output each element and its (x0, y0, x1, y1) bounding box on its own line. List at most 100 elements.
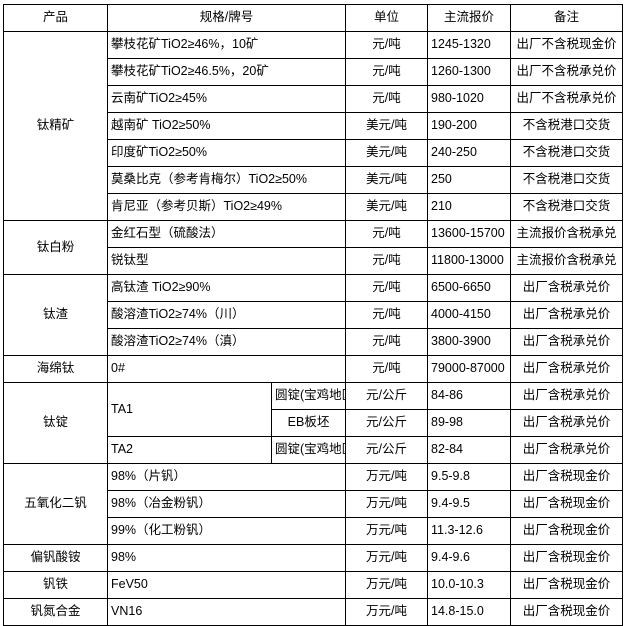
spec-cell: 金红石型（硫酸法） (106, 220, 347, 248)
unit-cell: 元/吨 (345, 274, 429, 302)
remark-cell: 出厂不含税承兑价 (510, 85, 624, 113)
category-cell: 钛精矿 (3, 31, 108, 221)
table-row: 99%（化工粉钒） 万元/吨 11.3-12.6 出厂含税现金价 (4, 517, 624, 545)
remark-cell: 出厂含税承兑价 (510, 382, 624, 410)
remark-cell: 出厂含税现金价 (510, 517, 624, 545)
unit-cell: 元/公斤 (345, 409, 429, 437)
unit-cell: 美元/吨 (345, 112, 429, 140)
price-cell: 6500-6650 (427, 274, 512, 302)
price-cell: 210 (427, 193, 512, 221)
table-row: 五氧化二钒 98%（片钒） 万元/吨 9.5-9.8 出厂含税现金价 (3, 463, 624, 545)
spec-cell: 莫桑比克（参考肯梅尔）TiO2≥50% (106, 166, 347, 194)
remark-cell: 出厂不含税现金价 (510, 31, 624, 59)
price-cell: 190-200 (427, 112, 512, 140)
price-cell: 250 (427, 166, 512, 194)
unit-cell: 美元/吨 (345, 193, 429, 221)
price-cell: 4000-4150 (427, 301, 512, 329)
price-cell: 82-84 (427, 436, 512, 464)
unit-cell: 元/公斤 (345, 436, 429, 464)
table-row: 钛白粉 金红石型（硫酸法） 元/吨 13600-15700 主流报价含税承兑 (3, 220, 624, 275)
remark-cell: 出厂含税承兑价 (510, 355, 624, 383)
table-row: 偏钒酸铵 98% 万元/吨 9.4-9.6 出厂含税现金价 (3, 544, 624, 572)
spec-cell: 99%（化工粉钒） (106, 517, 347, 545)
unit-cell: 元/吨 (345, 58, 429, 86)
table-row: 酸溶渣TiO2≥74%（川） 元/吨 4000-4150 出厂含税承兑价 (4, 301, 624, 329)
unit-cell: 元/吨 (345, 301, 429, 329)
table-row: 莫桑比克（参考肯梅尔）TiO2≥50% 美元/吨 250 不含税港口交货 (4, 166, 624, 194)
price-cell: 9.4-9.5 (427, 490, 512, 518)
remark-cell: 出厂含税现金价 (510, 463, 624, 491)
remark-cell: 出厂含税现金价 (510, 598, 624, 626)
unit-cell: 元/吨 (345, 220, 429, 248)
table-row: 98%（冶金粉钒） 万元/吨 9.4-9.5 出厂含税现金价 (4, 490, 624, 518)
unit-cell: 元/吨 (345, 355, 429, 383)
spec-cell: 攀枝花矿TiO2≥46%，10矿 (106, 31, 347, 59)
spec-cell: 锐钛型 (106, 247, 347, 275)
unit-cell: 元/吨 (345, 247, 429, 275)
unit-cell: 万元/吨 (345, 517, 429, 545)
unit-cell: 万元/吨 (345, 598, 429, 626)
table-row: 锐钛型 元/吨 11800-13000 主流报价含税承兑 (4, 247, 624, 275)
remark-cell: 出厂含税承兑价 (510, 274, 624, 302)
table-row: TA2 圆锭(宝鸡地区) 元/公斤 82-84 出厂含税承兑价 (4, 436, 624, 464)
spec-cell: 高钛渣 TiO2≥90% (106, 274, 347, 302)
price-cell: 79000-87000 (427, 355, 512, 383)
spec-cell: VN16 (106, 598, 347, 626)
unit-cell: 元/吨 (345, 31, 429, 59)
spec-cell: TA2 (107, 436, 272, 464)
price-cell: 14.8-15.0 (427, 598, 512, 626)
spec-cell: 云南矿TiO2≥45% (106, 85, 347, 113)
table-row: 印度矿TiO2≥50% 美元/吨 240-250 不含税港口交货 (4, 139, 624, 167)
spec-cell: 酸溶渣TiO2≥74%（川） (106, 301, 347, 329)
unit-cell: 美元/吨 (345, 139, 429, 167)
unit-cell: 万元/吨 (345, 490, 429, 518)
spec-cell: 0# (106, 355, 347, 383)
price-cell: 1245-1320 (427, 31, 512, 59)
table-row: 钒氮合金 VN16 万元/吨 14.8-15.0 出厂含税现金价 (3, 598, 624, 626)
header-product: 产品 (3, 4, 108, 32)
spec-cell: 98% (106, 544, 347, 572)
unit-cell: 元/吨 (345, 85, 429, 113)
spec-detail-cell: 圆锭(宝鸡地区) (270, 382, 347, 410)
spec-cell: 98%（片钒） (106, 463, 347, 491)
price-cell: 1260-1300 (427, 58, 512, 86)
unit-cell: 万元/吨 (345, 463, 429, 491)
unit-cell: 美元/吨 (345, 166, 429, 194)
price-sheet: 产品 规格/牌号 单位 主流报价 备注 钛精矿 攀枝花矿TiO2≥46%，10矿… (3, 4, 624, 626)
header-spec: 规格/牌号 (106, 4, 347, 32)
remark-cell: 不含税港口交货 (510, 112, 624, 140)
remark-cell: 主流报价含税承兑 (510, 220, 624, 248)
spec-cell: 越南矿 TiO2≥50% (106, 112, 347, 140)
remark-cell: 出厂不含税承兑价 (510, 58, 624, 86)
spec-detail-cell: 圆锭(宝鸡地区) (270, 436, 347, 464)
table-row: 攀枝花矿TiO2≥46.5%，20矿 元/吨 1260-1300 出厂不含税承兑… (4, 58, 624, 86)
category-cell: 钛渣 (3, 274, 108, 356)
spec-cell: 肯尼亚（参考贝斯）TiO2≥49% (106, 193, 347, 221)
category-cell: 钛白粉 (3, 220, 108, 275)
category-cell: 钛锭 (3, 382, 108, 464)
table-row: 钛精矿 攀枝花矿TiO2≥46%，10矿 元/吨 1245-1320 出厂不含税… (3, 31, 624, 221)
table-row: 云南矿TiO2≥45% 元/吨 980-1020 出厂不含税承兑价 (4, 85, 624, 113)
remark-cell: 出厂含税承兑价 (510, 328, 624, 356)
price-cell: 13600-15700 (427, 220, 512, 248)
remark-cell: 出厂含税现金价 (510, 544, 624, 572)
spec-cell: 98%（冶金粉钒） (106, 490, 347, 518)
remark-cell: 出厂含税现金价 (510, 490, 624, 518)
table-row: 钛锭 TA1 圆锭(宝鸡地区) 元/公斤 84-86 出厂含税承兑价 (3, 382, 624, 464)
price-cell: 240-250 (427, 139, 512, 167)
header-unit: 单位 (345, 4, 429, 32)
remark-cell: 出厂含税承兑价 (510, 436, 624, 464)
remark-cell: 不含税港口交货 (510, 166, 624, 194)
price-cell: 11800-13000 (427, 247, 512, 275)
spec-cell: 印度矿TiO2≥50% (106, 139, 347, 167)
price-cell: 11.3-12.6 (427, 517, 512, 545)
spec-cell: 攀枝花矿TiO2≥46.5%，20矿 (106, 58, 347, 86)
remark-cell: 不含税港口交货 (510, 193, 624, 221)
category-cell: 偏钒酸铵 (3, 544, 108, 572)
remark-cell: 出厂含税承兑价 (510, 301, 624, 329)
unit-cell: 万元/吨 (345, 544, 429, 572)
remark-cell: 主流报价含税承兑 (510, 247, 624, 275)
spec-cell: TA1 (107, 382, 272, 437)
spec-detail-cell: EB板坯 (270, 409, 347, 437)
table-header-row: 产品 规格/牌号 单位 主流报价 备注 (3, 4, 624, 32)
